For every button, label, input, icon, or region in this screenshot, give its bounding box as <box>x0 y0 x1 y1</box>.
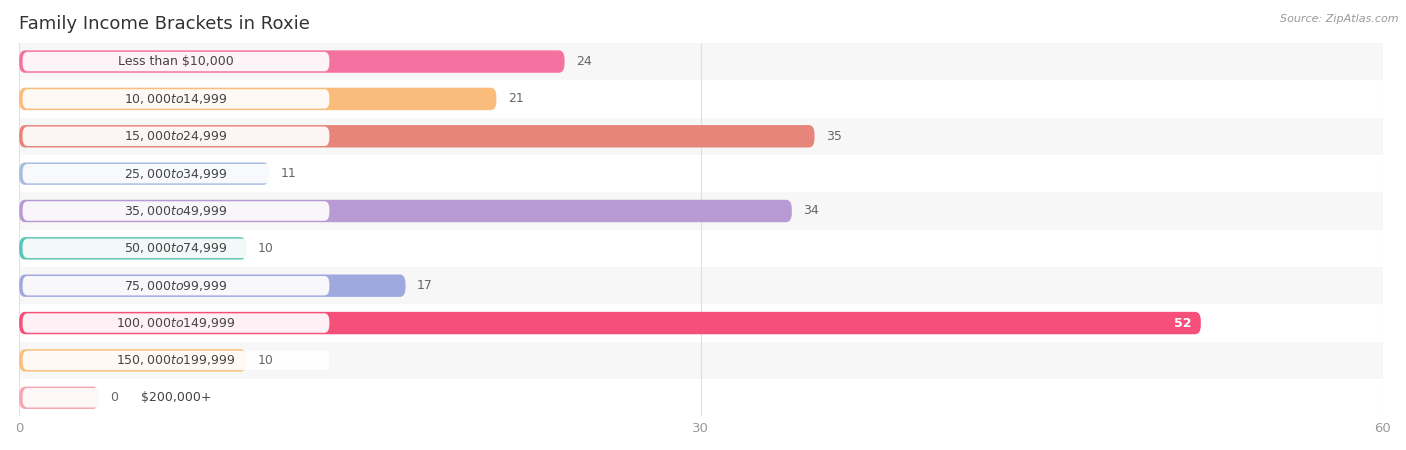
FancyBboxPatch shape <box>22 126 329 146</box>
Text: 24: 24 <box>576 55 592 68</box>
FancyBboxPatch shape <box>20 50 565 73</box>
FancyBboxPatch shape <box>22 238 329 258</box>
Text: Less than $10,000: Less than $10,000 <box>118 55 233 68</box>
Text: $150,000 to $199,999: $150,000 to $199,999 <box>117 353 236 367</box>
FancyBboxPatch shape <box>20 379 1382 416</box>
Text: $35,000 to $49,999: $35,000 to $49,999 <box>124 204 228 218</box>
FancyBboxPatch shape <box>22 313 329 333</box>
FancyBboxPatch shape <box>20 312 1201 334</box>
Text: 34: 34 <box>803 204 818 217</box>
FancyBboxPatch shape <box>22 276 329 295</box>
Text: 35: 35 <box>825 130 842 143</box>
FancyBboxPatch shape <box>20 162 269 185</box>
FancyBboxPatch shape <box>20 155 1382 192</box>
Text: $25,000 to $34,999: $25,000 to $34,999 <box>124 166 228 180</box>
FancyBboxPatch shape <box>20 349 246 372</box>
Text: 21: 21 <box>508 92 523 105</box>
FancyBboxPatch shape <box>20 230 1382 267</box>
FancyBboxPatch shape <box>22 89 329 108</box>
FancyBboxPatch shape <box>20 200 792 222</box>
FancyBboxPatch shape <box>22 201 329 220</box>
Text: 52: 52 <box>1174 316 1192 329</box>
Text: 17: 17 <box>416 279 433 292</box>
Text: 10: 10 <box>257 354 274 367</box>
Text: $15,000 to $24,999: $15,000 to $24,999 <box>124 129 228 143</box>
FancyBboxPatch shape <box>20 43 1382 80</box>
Text: $200,000+: $200,000+ <box>141 391 211 404</box>
FancyBboxPatch shape <box>20 267 1382 304</box>
Text: 11: 11 <box>281 167 297 180</box>
FancyBboxPatch shape <box>20 387 98 409</box>
FancyBboxPatch shape <box>22 388 329 408</box>
Text: $10,000 to $14,999: $10,000 to $14,999 <box>124 92 228 106</box>
FancyBboxPatch shape <box>20 237 246 260</box>
FancyBboxPatch shape <box>20 274 405 297</box>
Text: 10: 10 <box>257 242 274 255</box>
FancyBboxPatch shape <box>20 125 814 148</box>
Text: $50,000 to $74,999: $50,000 to $74,999 <box>124 241 228 255</box>
FancyBboxPatch shape <box>20 117 1382 155</box>
FancyBboxPatch shape <box>20 342 1382 379</box>
Text: $100,000 to $149,999: $100,000 to $149,999 <box>117 316 236 330</box>
FancyBboxPatch shape <box>22 351 329 370</box>
FancyBboxPatch shape <box>20 80 1382 117</box>
FancyBboxPatch shape <box>22 164 329 183</box>
FancyBboxPatch shape <box>20 88 496 110</box>
FancyBboxPatch shape <box>20 304 1382 342</box>
Text: Source: ZipAtlas.com: Source: ZipAtlas.com <box>1281 14 1399 23</box>
FancyBboxPatch shape <box>22 52 329 71</box>
Text: $75,000 to $99,999: $75,000 to $99,999 <box>124 279 228 292</box>
Text: Family Income Brackets in Roxie: Family Income Brackets in Roxie <box>20 15 311 33</box>
FancyBboxPatch shape <box>20 192 1382 230</box>
Text: 0: 0 <box>110 391 118 404</box>
